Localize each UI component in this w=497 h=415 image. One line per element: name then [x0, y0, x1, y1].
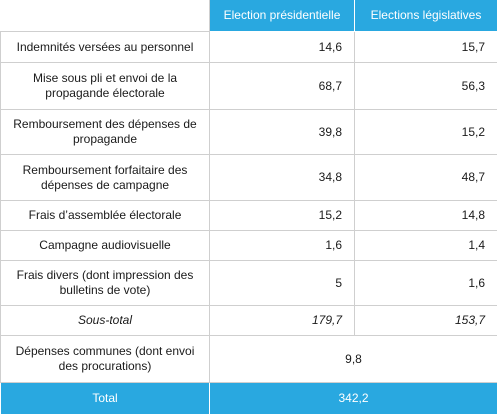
table-row: Remboursement forfaitaire des dépenses d… — [1, 155, 497, 201]
presidentielle-value: 34,8 — [210, 155, 355, 201]
presidentielle-value: 39,8 — [210, 110, 355, 155]
presidentielle-value: 5 — [210, 261, 355, 306]
legislatives-value: 56,3 — [355, 63, 497, 110]
legislatives-value: 15,2 — [355, 110, 497, 155]
legislatives-value: 1,4 — [355, 231, 497, 261]
presidentielle-value: 1,6 — [210, 231, 355, 261]
table-row: Frais divers (dont impression des bullet… — [1, 261, 497, 306]
row-label: Remboursement forfaitaire des dépenses d… — [1, 155, 210, 201]
table-row: Indemnités versées au personnel 14,6 15,… — [1, 32, 497, 63]
row-label: Campagne audiovisuelle — [1, 231, 210, 261]
presidentielle-value: 14,6 — [210, 32, 355, 63]
common-label: Dépenses communes (dont envoi des procur… — [1, 336, 210, 383]
row-label: Frais divers (dont impression des bullet… — [1, 261, 210, 306]
table-row: Campagne audiovisuelle 1,6 1,4 — [1, 231, 497, 261]
subtotal-row: Sous-total 179,7 153,7 — [1, 306, 497, 336]
row-label: Remboursement des dépenses de propagande — [1, 110, 210, 155]
subtotal-presidentielle: 179,7 — [210, 306, 355, 336]
legislatives-value: 14,8 — [355, 201, 497, 231]
legislatives-value: 1,6 — [355, 261, 497, 306]
presidentielle-value: 15,2 — [210, 201, 355, 231]
total-label: Total — [1, 383, 210, 415]
row-label: Frais d’assemblée électorale — [1, 201, 210, 231]
total-value: 342,2 — [210, 383, 497, 415]
subtotal-legislatives: 153,7 — [355, 306, 497, 336]
legislatives-value: 15,7 — [355, 32, 497, 63]
presidentielle-value: 68,7 — [210, 63, 355, 110]
subtotal-label: Sous-total — [1, 306, 210, 336]
table-row: Mise sous pli et envoi de la propagande … — [1, 63, 497, 110]
header-blank-cell — [1, 0, 210, 32]
legislatives-value: 48,7 — [355, 155, 497, 201]
header-legislatives: Elections législatives — [355, 0, 497, 32]
row-label: Indemnités versées au personnel — [1, 32, 210, 63]
row-label: Mise sous pli et envoi de la propagande … — [1, 63, 210, 110]
common-value: 9,8 — [210, 336, 497, 383]
total-row: Total 342,2 — [1, 383, 497, 415]
header-presidentielle: Election présidentielle — [210, 0, 355, 32]
table-row: Frais d’assemblée électorale 15,2 14,8 — [1, 201, 497, 231]
table-row: Remboursement des dépenses de propagande… — [1, 110, 497, 155]
header-row: Election présidentielle Elections législ… — [1, 0, 497, 32]
common-row: Dépenses communes (dont envoi des procur… — [1, 336, 497, 383]
